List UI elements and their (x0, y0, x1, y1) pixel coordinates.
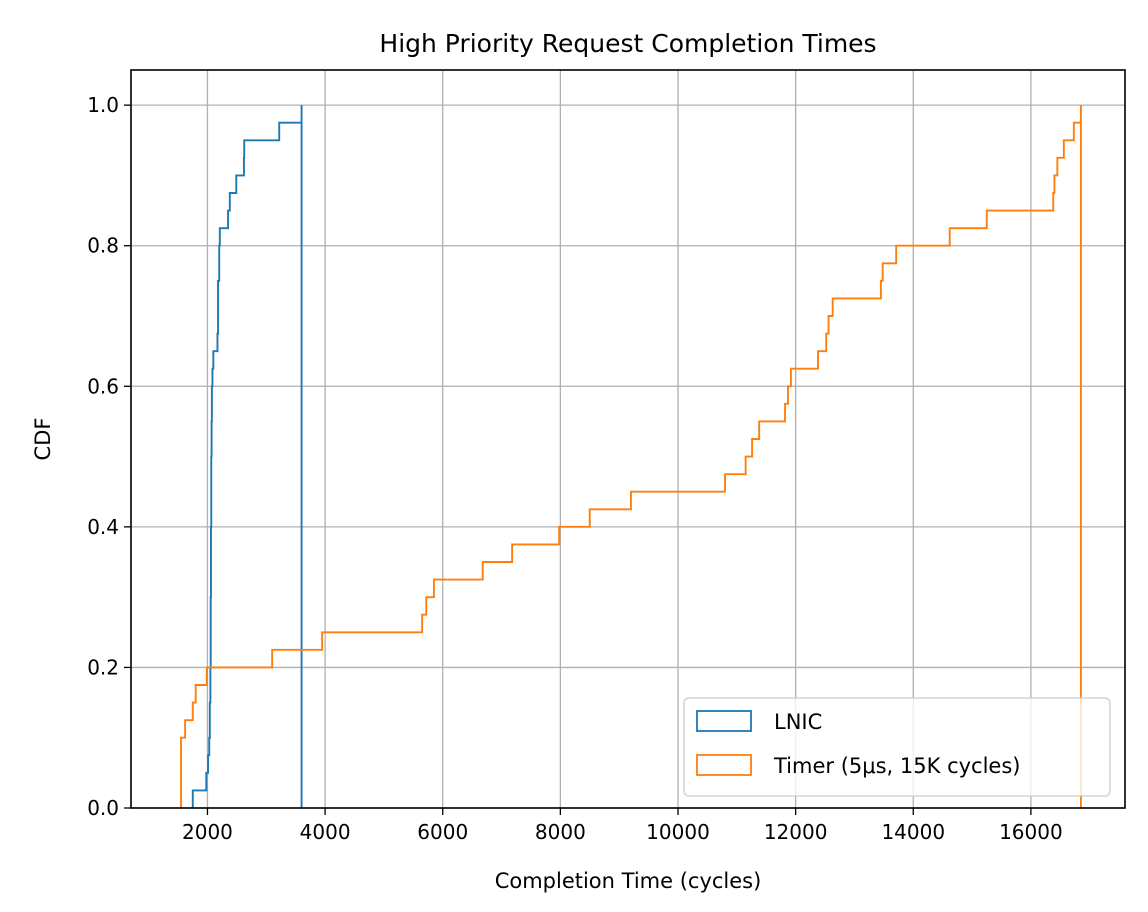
series-lnic-step-line (191, 105, 303, 808)
y-axis-title: CDF (31, 418, 55, 461)
y-tick-label: 0.0 (87, 796, 119, 820)
series-layer (180, 105, 1082, 808)
x-tick-label: 10000 (646, 820, 710, 844)
legend-swatch-timer (696, 754, 752, 776)
y-tick-label: 0.4 (87, 515, 119, 539)
y-axis-ticks: 0.0 0.2 0.4 0.6 0.8 1.0 (87, 93, 131, 820)
x-tick-label: 12000 (764, 820, 828, 844)
legend-swatch-lnic (696, 710, 752, 732)
legend-box (683, 697, 1111, 797)
x-axis-title: Completion Time (cycles) (495, 869, 762, 893)
y-tick-label: 1.0 (87, 93, 119, 117)
x-tick-label: 14000 (881, 820, 945, 844)
y-tick-label: 0.8 (87, 234, 119, 258)
x-tick-label: 2000 (182, 820, 233, 844)
x-tick-label: 6000 (417, 820, 468, 844)
legend: LNIC Timer (5μs, 15K cycles) (683, 697, 1111, 797)
plot-frame (130, 69, 1126, 809)
legend-label-timer: Timer (5μs, 15K cycles) (773, 754, 1020, 778)
y-tick-label: 0.6 (87, 374, 119, 398)
x-tick-label: 8000 (535, 820, 586, 844)
x-tick-label: 16000 (999, 820, 1063, 844)
y-tick-label: 0.2 (87, 655, 119, 679)
x-tick-label: 4000 (300, 820, 351, 844)
series-timer-step-line (180, 105, 1082, 808)
x-axis-ticks: 2000 4000 6000 8000 10000 12000 14000 16000 (182, 808, 1063, 844)
legend-label-lnic: LNIC (774, 710, 822, 734)
chart-title: High Priority Request Completion Times (379, 29, 876, 58)
